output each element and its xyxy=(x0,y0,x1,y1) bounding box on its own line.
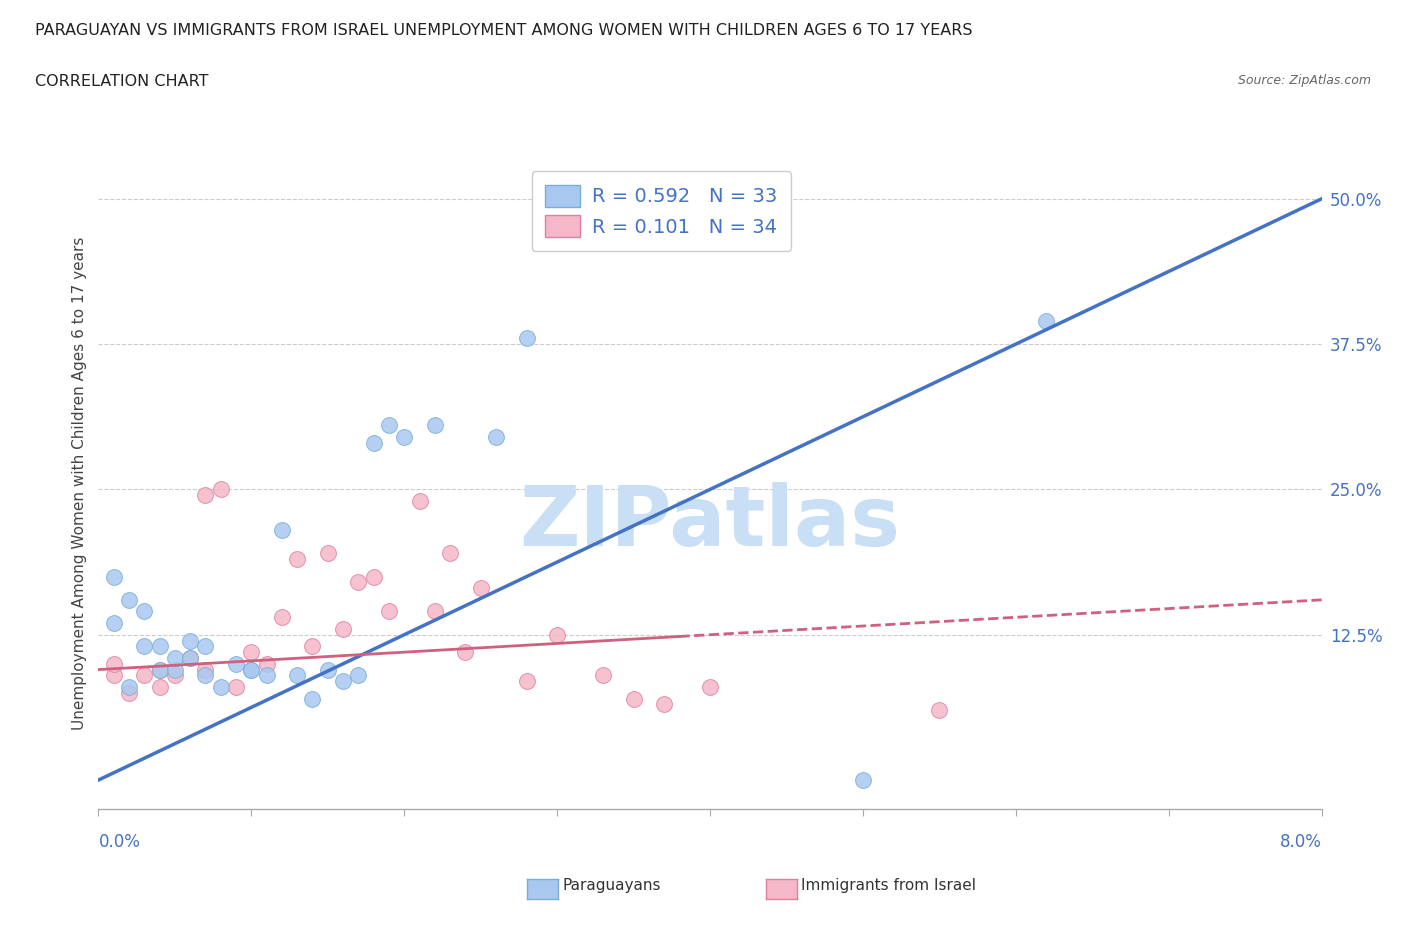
Point xyxy=(270,610,294,625)
Point xyxy=(134,604,156,619)
Point xyxy=(423,604,446,619)
Point xyxy=(163,651,186,666)
Point xyxy=(454,644,477,659)
Text: 8.0%: 8.0% xyxy=(1279,832,1322,851)
Point xyxy=(179,651,201,666)
Point xyxy=(363,569,385,584)
Point xyxy=(134,639,156,654)
Point xyxy=(118,680,141,695)
Point xyxy=(194,668,217,683)
Point xyxy=(378,418,401,433)
Point xyxy=(392,430,416,445)
Point xyxy=(652,698,675,712)
Point xyxy=(225,680,247,695)
Point xyxy=(149,662,172,677)
Point xyxy=(439,546,461,561)
Point xyxy=(423,418,446,433)
Point xyxy=(149,662,172,677)
Point xyxy=(179,651,201,666)
Point xyxy=(103,616,125,631)
Point xyxy=(699,680,721,695)
Text: CORRELATION CHART: CORRELATION CHART xyxy=(35,74,208,89)
Point xyxy=(118,685,141,700)
Point xyxy=(163,662,186,677)
Point xyxy=(194,662,217,677)
Point xyxy=(301,691,323,706)
Point xyxy=(363,435,385,450)
Text: Paraguayans: Paraguayans xyxy=(562,878,661,893)
Point xyxy=(194,639,217,654)
Point xyxy=(256,657,278,671)
Point xyxy=(623,691,645,706)
Point xyxy=(103,657,125,671)
Text: PARAGUAYAN VS IMMIGRANTS FROM ISRAEL UNEMPLOYMENT AMONG WOMEN WITH CHILDREN AGES: PARAGUAYAN VS IMMIGRANTS FROM ISRAEL UNE… xyxy=(35,23,973,38)
Point xyxy=(592,668,614,683)
Point xyxy=(332,673,354,688)
Point xyxy=(316,662,339,677)
Point xyxy=(316,546,339,561)
Point xyxy=(225,657,247,671)
Point xyxy=(179,633,201,648)
Point xyxy=(240,662,263,677)
Text: Source: ZipAtlas.com: Source: ZipAtlas.com xyxy=(1237,74,1371,87)
Point xyxy=(332,621,354,636)
Legend: R = 0.592   N = 33, R = 0.101   N = 34: R = 0.592 N = 33, R = 0.101 N = 34 xyxy=(531,171,790,251)
Point xyxy=(852,773,875,788)
Point xyxy=(546,627,568,642)
Point xyxy=(928,703,950,718)
Point xyxy=(378,604,401,619)
Point xyxy=(516,673,538,688)
Point xyxy=(285,668,308,683)
Point xyxy=(194,487,217,502)
Text: ZIPatlas: ZIPatlas xyxy=(520,482,900,564)
Point xyxy=(209,482,232,497)
Point xyxy=(285,551,308,566)
Point xyxy=(149,639,172,654)
Point xyxy=(209,680,232,695)
Point xyxy=(118,592,141,607)
Point xyxy=(408,494,430,509)
Point xyxy=(270,523,294,538)
Point xyxy=(240,662,263,677)
Text: Immigrants from Israel: Immigrants from Israel xyxy=(801,878,976,893)
Point xyxy=(149,680,172,695)
Point xyxy=(301,639,323,654)
Point xyxy=(347,668,370,683)
Point xyxy=(347,575,370,590)
Point xyxy=(163,668,186,683)
Point xyxy=(516,331,538,346)
Point xyxy=(103,569,125,584)
Point xyxy=(470,580,492,595)
Text: 0.0%: 0.0% xyxy=(98,832,141,851)
Point xyxy=(134,668,156,683)
Point xyxy=(485,430,508,445)
Point xyxy=(256,668,278,683)
Y-axis label: Unemployment Among Women with Children Ages 6 to 17 years: Unemployment Among Women with Children A… xyxy=(72,237,87,730)
Point xyxy=(240,644,263,659)
Point xyxy=(103,668,125,683)
Point xyxy=(1035,313,1057,328)
